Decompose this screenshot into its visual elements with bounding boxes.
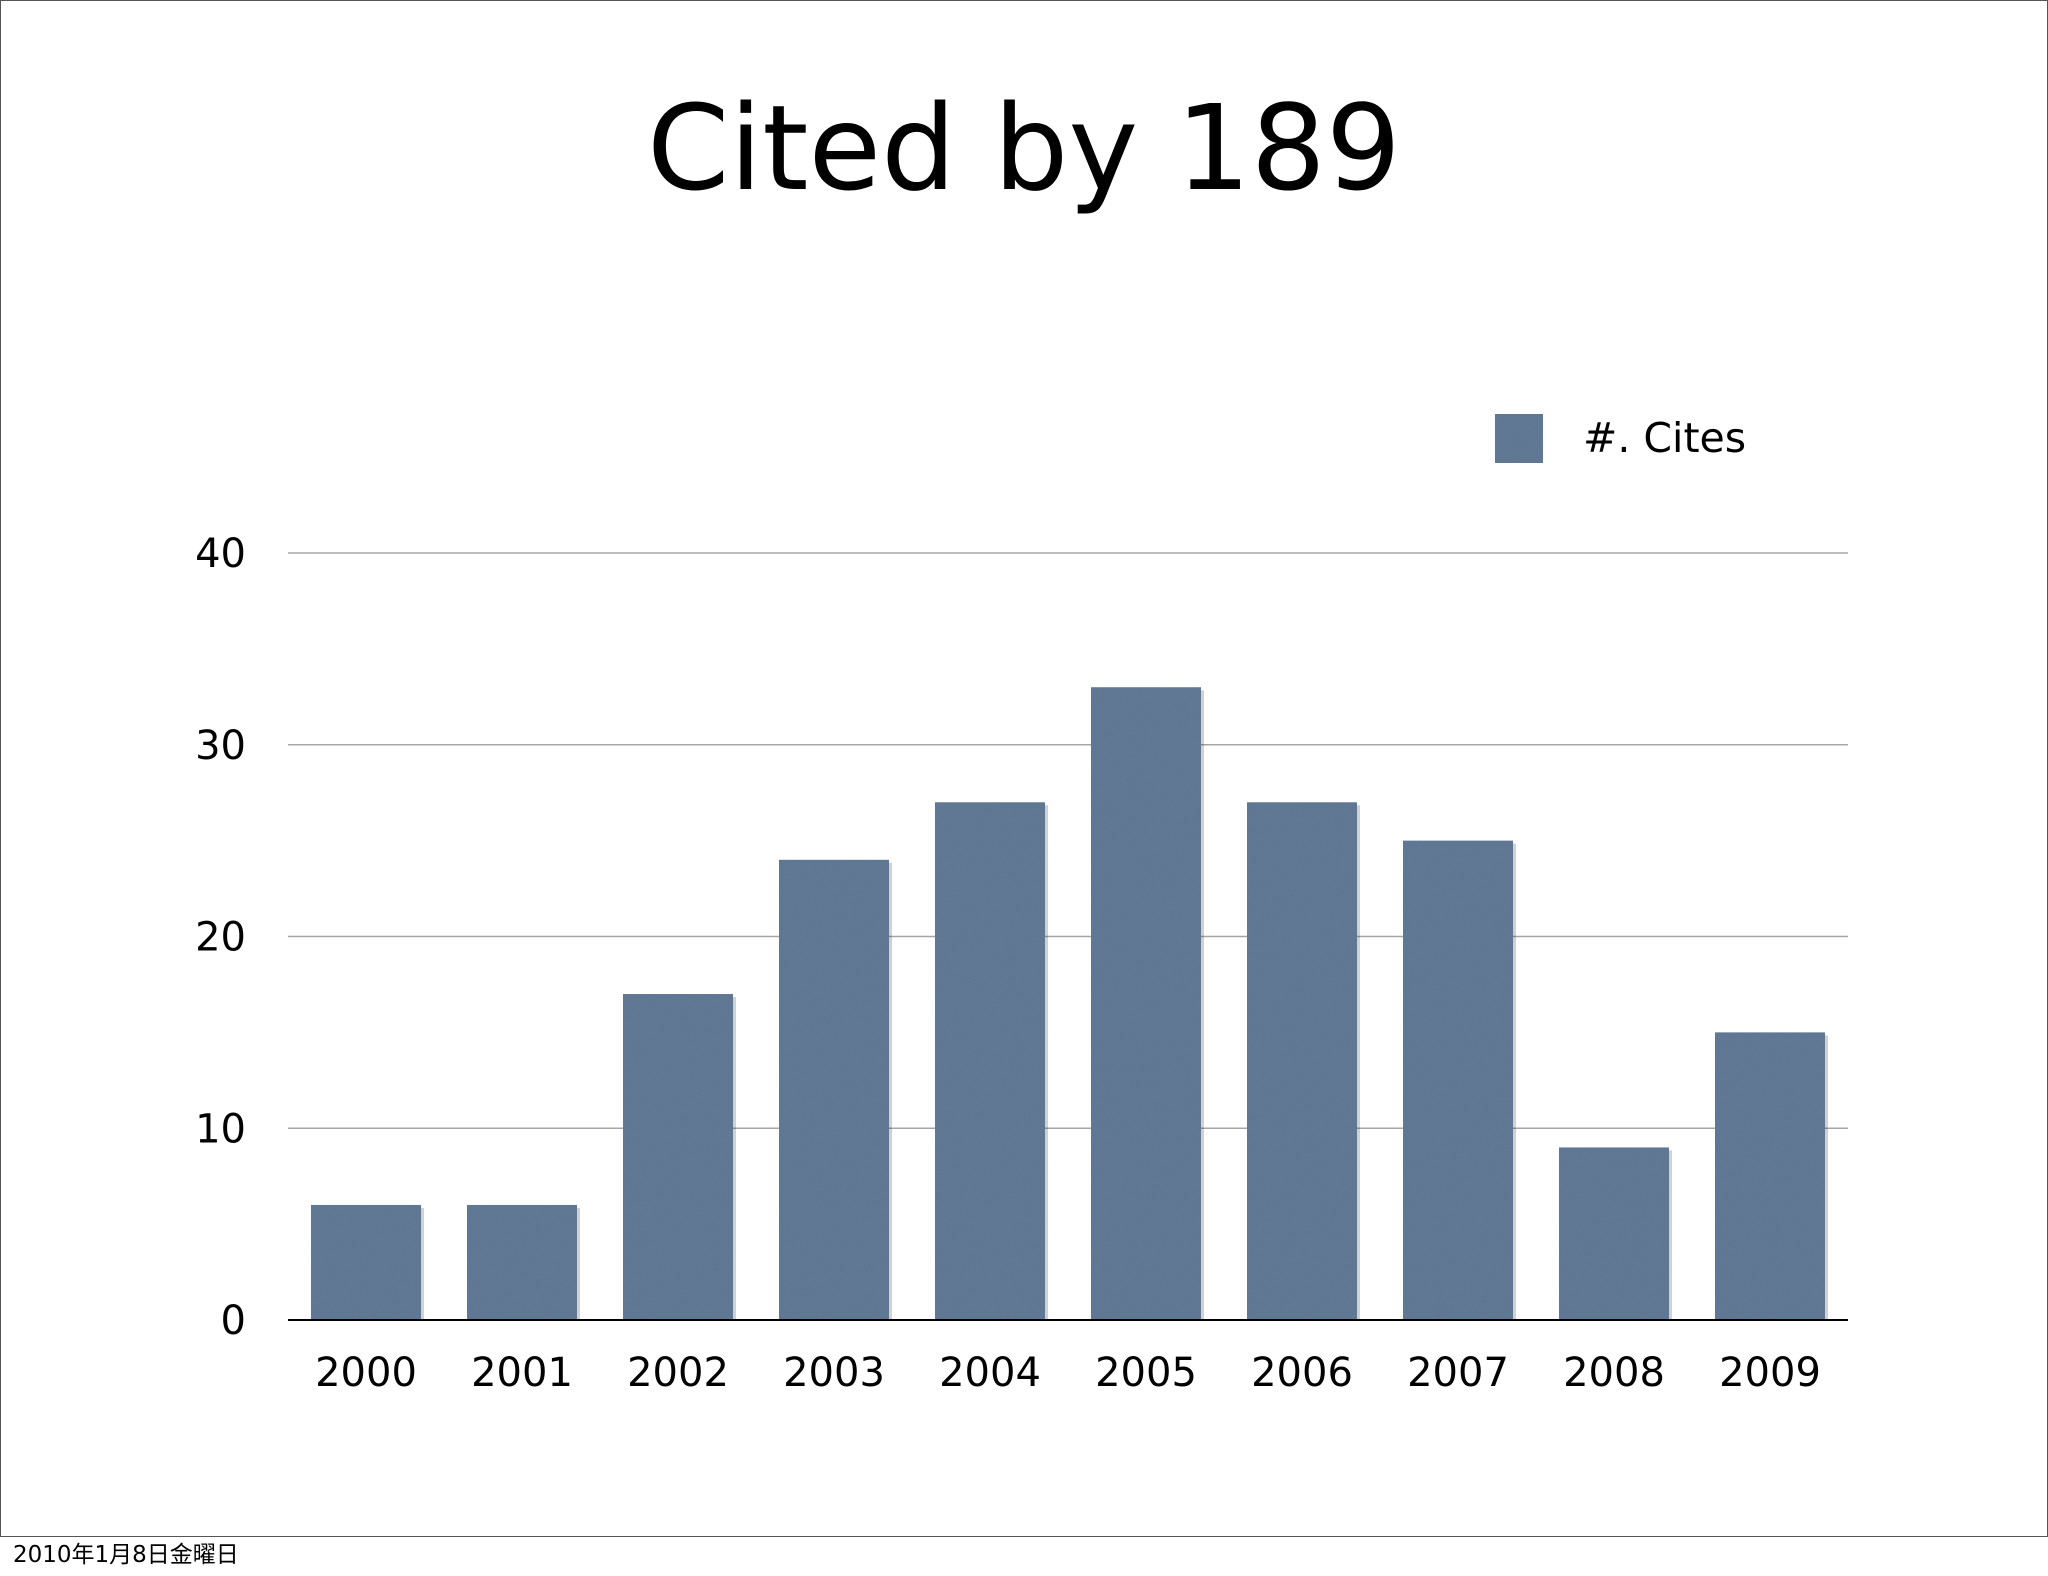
legend-label: #. Cites <box>1583 414 1746 462</box>
bar-2001 <box>467 1204 577 1320</box>
x-tick-label: 2005 <box>1095 1350 1197 1396</box>
bar-2002 <box>623 994 733 1320</box>
x-tick-label: 2008 <box>1563 1350 1665 1396</box>
axes: 0 10 20 30 40 2000 2001 2002 2003 2004 2005 2006 200… <box>195 531 1848 1396</box>
x-tick-label: 2009 <box>1719 1350 1821 1396</box>
legend-swatch <box>1495 414 1543 463</box>
y-tick-label: 30 <box>195 723 246 769</box>
slide-title: Cited by 189 <box>647 79 1401 217</box>
bar-2005 <box>1091 687 1201 1320</box>
bar-2000 <box>311 1204 421 1320</box>
bar-2007 <box>1403 840 1513 1320</box>
x-tick-label: 2001 <box>471 1350 573 1396</box>
x-tick-label: 2006 <box>1251 1350 1353 1396</box>
gridlines <box>288 552 1848 1129</box>
bar-2006 <box>1247 802 1357 1320</box>
legend: #. Cites <box>1495 414 1746 463</box>
bar-2008 <box>1559 1147 1669 1320</box>
x-tick-label: 2007 <box>1407 1350 1509 1396</box>
x-tick-label: 2000 <box>315 1350 417 1396</box>
y-tick-label: 20 <box>195 915 246 961</box>
y-tick-label: 0 <box>221 1298 246 1344</box>
x-tick-label: 2002 <box>627 1350 729 1396</box>
x-tick-label: 2003 <box>783 1350 885 1396</box>
footer-date: 2010年1月8日金曜日 <box>13 1542 239 1568</box>
y-tick-label: 10 <box>195 1106 246 1152</box>
bar-2009 <box>1715 1032 1825 1320</box>
bar-2004 <box>935 802 1045 1320</box>
bars <box>311 687 1828 1320</box>
x-tick-label: 2004 <box>939 1350 1041 1396</box>
bar-2003 <box>779 859 889 1320</box>
y-tick-label: 40 <box>195 531 246 577</box>
